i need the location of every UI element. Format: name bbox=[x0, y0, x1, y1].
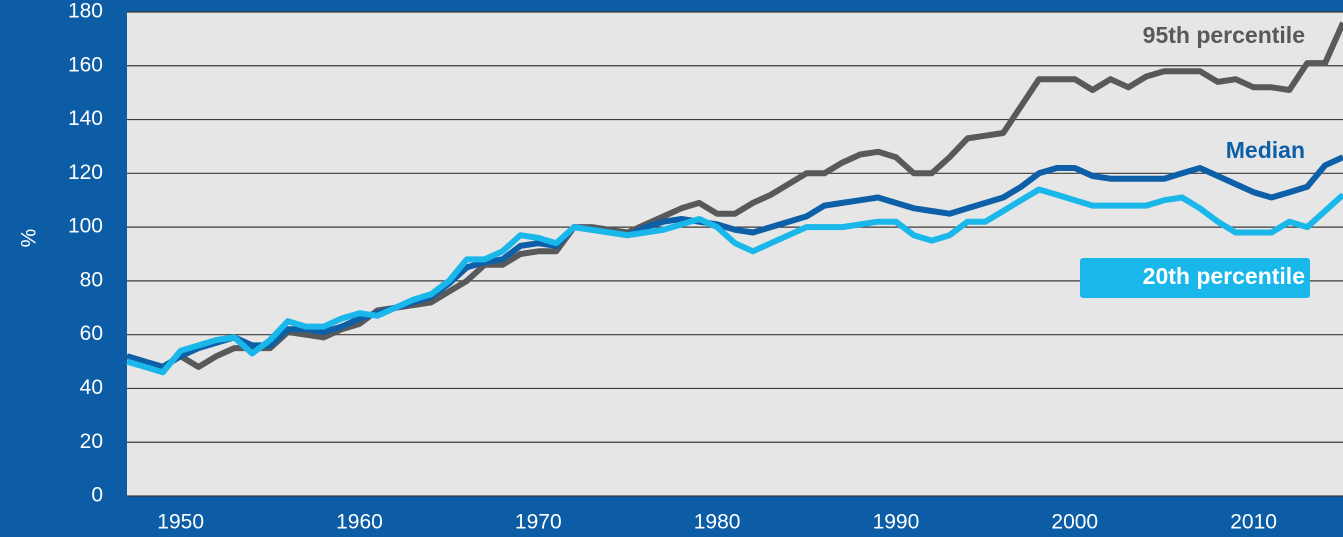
x-tick-label: 1960 bbox=[336, 511, 383, 534]
x-tick-label: 1980 bbox=[694, 511, 741, 534]
y-axis-label: % bbox=[18, 229, 41, 248]
legend-label: Median bbox=[1226, 137, 1305, 163]
x-tick-label: 1990 bbox=[873, 511, 920, 534]
legend-label: 95th percentile bbox=[1143, 22, 1305, 48]
y-tick-label: 80 bbox=[80, 268, 103, 291]
page: % 0 20 40 60 80 100 120 140 160 180 1950 1960 1970 19… bbox=[0, 0, 1343, 537]
y-tick-label: 60 bbox=[80, 322, 103, 345]
y-tick-label: 160 bbox=[68, 53, 103, 76]
y-tick-label: 120 bbox=[68, 161, 103, 184]
y-tick-label: 180 bbox=[68, 0, 103, 23]
x-tick-label: 2000 bbox=[1051, 511, 1098, 534]
legend-label: 20th percentile bbox=[1143, 263, 1305, 289]
x-tick-label: 1950 bbox=[157, 511, 204, 534]
x-tick-label: 2010 bbox=[1230, 511, 1277, 534]
plot-area bbox=[127, 12, 1343, 496]
y-tick-label: 100 bbox=[68, 215, 103, 238]
y-tick-label: 20 bbox=[80, 430, 103, 453]
y-tick-label: 140 bbox=[68, 107, 103, 130]
y-tick-label: 40 bbox=[80, 376, 103, 399]
y-tick-label: 0 bbox=[91, 484, 103, 507]
chart: % 0 20 40 60 80 100 120 140 160 180 1950 1960 1970 19… bbox=[0, 0, 1343, 537]
x-tick-label: 1970 bbox=[515, 511, 562, 534]
